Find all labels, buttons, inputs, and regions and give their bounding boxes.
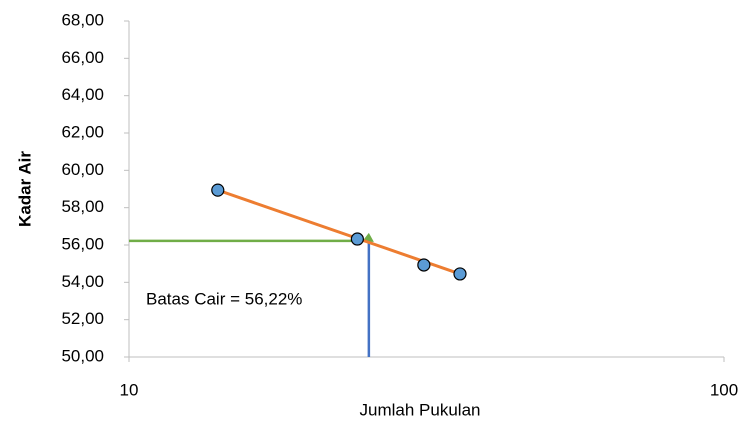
x-axis-label: Jumlah Pukulan — [360, 400, 481, 419]
data-point — [351, 233, 363, 245]
y-tick-label: 52,00 — [61, 309, 104, 328]
x-tick-label: 10 — [120, 380, 139, 399]
y-tick-label: 60,00 — [61, 160, 104, 179]
y-tick-label: 66,00 — [61, 48, 104, 67]
chart: Kadar Air Jumlah Pukulan Batas Cair = 56… — [0, 0, 746, 423]
data-point — [418, 259, 430, 271]
y-axis-label: Kadar Air — [15, 151, 34, 227]
y-tick-label: 58,00 — [61, 197, 104, 216]
y-tick-label: 50,00 — [61, 346, 104, 365]
data-point — [454, 268, 466, 280]
x-tick-label: 100 — [710, 380, 738, 399]
y-tick-label: 62,00 — [61, 122, 104, 141]
data-point — [212, 184, 224, 196]
y-tick-label: 56,00 — [61, 234, 104, 253]
y-tick-label: 54,00 — [61, 272, 104, 291]
page: {"chart_data": { "type": "scatter", "x_l… — [0, 0, 746, 423]
y-tick-label: 64,00 — [61, 85, 104, 104]
y-tick-label: 68,00 — [61, 10, 104, 29]
annotation: Batas Cair = 56,22% — [146, 289, 302, 308]
